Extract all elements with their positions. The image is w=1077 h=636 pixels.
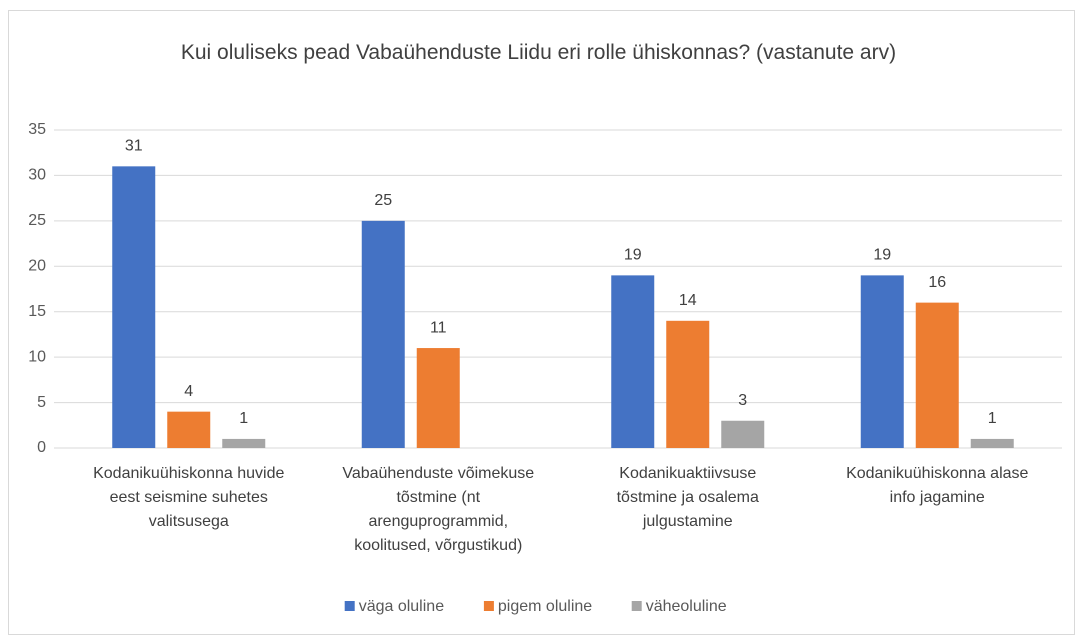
y-tick-label: 10 — [28, 348, 46, 365]
legend-label: väga oluline — [359, 598, 445, 615]
data-label: 16 — [928, 274, 946, 291]
legend-label: pigem oluline — [498, 598, 592, 615]
y-tick-label: 20 — [28, 258, 46, 275]
bar — [611, 275, 655, 448]
y-tick-label: 5 — [37, 394, 46, 411]
data-label: 11 — [430, 319, 447, 336]
bar — [721, 420, 765, 448]
y-tick-label: 0 — [37, 439, 46, 456]
bar — [666, 320, 710, 448]
y-tick-label: 25 — [28, 212, 46, 229]
data-label: 4 — [184, 383, 193, 400]
y-tick-label: 15 — [28, 303, 46, 320]
bar — [970, 438, 1014, 448]
x-tick-label: Kodanikuühiskonna alase info jagamine — [846, 465, 1029, 506]
legend-swatch — [483, 601, 494, 611]
bar — [112, 166, 156, 449]
data-label: 3 — [738, 392, 747, 409]
legend-swatch — [631, 601, 642, 611]
chart-border — [8, 10, 1075, 635]
y-tick-label: 35 — [28, 121, 46, 138]
data-label: 25 — [374, 192, 392, 209]
data-label: 1 — [988, 410, 997, 427]
bar — [416, 348, 460, 448]
data-label: 19 — [624, 247, 642, 264]
x-tick-label: Kodanikuaktiivsuse tõstmine ja osalema j… — [616, 465, 759, 530]
bar — [860, 275, 904, 448]
y-tick-label: 30 — [28, 167, 46, 184]
chart-title: Kui oluliseks pead Vabaühenduste Liidu e… — [180, 41, 897, 64]
x-tick-label: Vabaühenduste võimekuse tõstmine (nt are… — [342, 465, 535, 554]
data-label: 19 — [873, 247, 891, 264]
bar — [915, 302, 959, 448]
bar — [167, 411, 211, 448]
data-label: 1 — [239, 410, 248, 427]
data-label: 14 — [679, 292, 697, 309]
data-label: 31 — [125, 138, 143, 155]
x-tick-label: Kodanikuühiskonna huvide eest seismine s… — [93, 465, 285, 530]
bar — [222, 438, 266, 448]
legend-label: väheoluline — [646, 598, 727, 615]
bar — [361, 220, 405, 448]
legend-swatch — [344, 601, 355, 611]
